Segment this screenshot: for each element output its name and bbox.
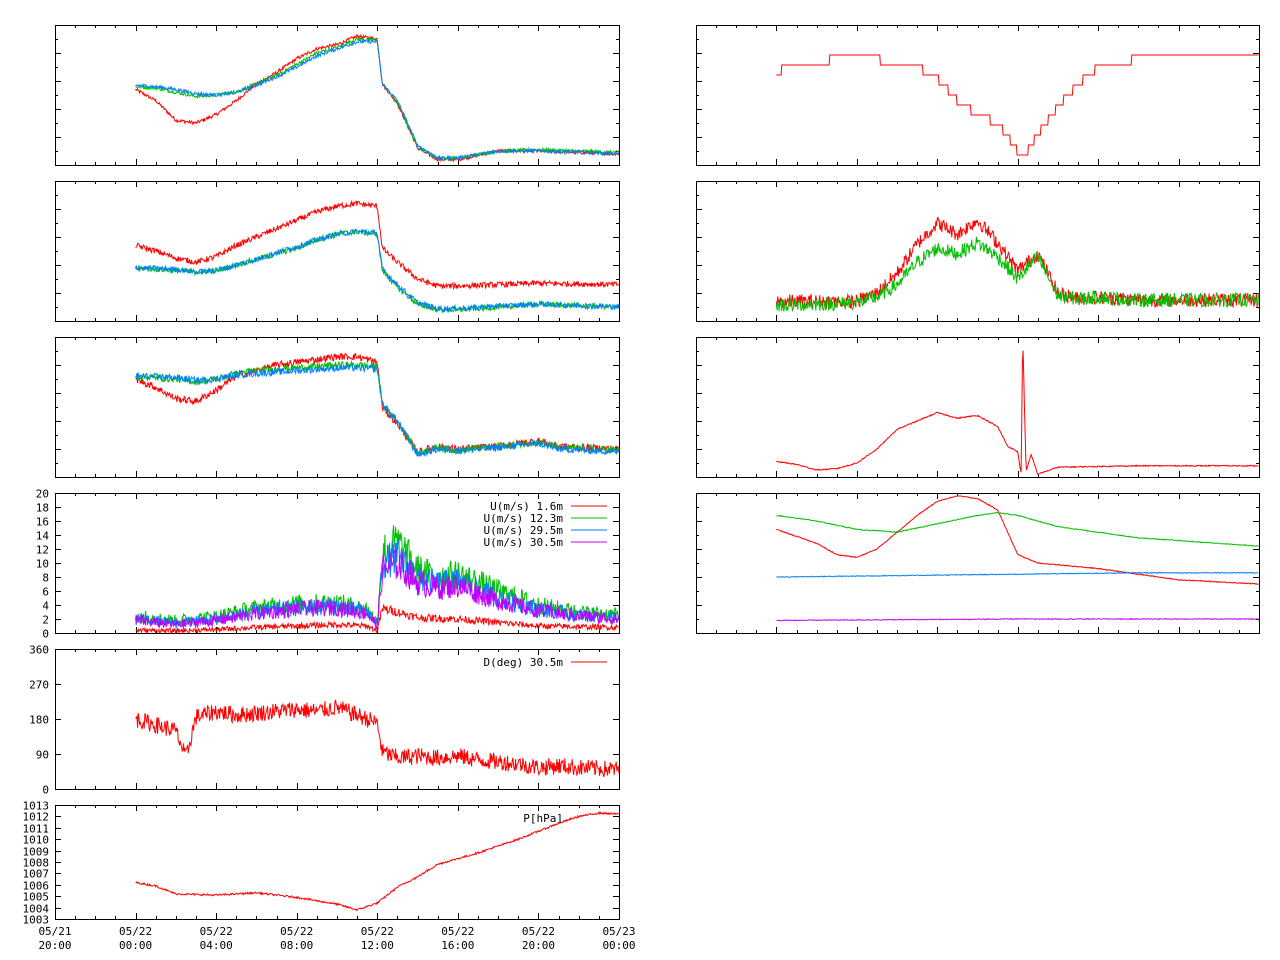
y-tick-label: 0 (42, 784, 49, 797)
series-line-green (776, 511, 1259, 547)
y-tick-label: 10 (36, 558, 49, 571)
y-tick-label: 16 (36, 516, 49, 529)
y-tick-label: 1006 (23, 880, 50, 893)
series-line-green (135, 360, 620, 458)
y-tick-label: 6 (42, 586, 49, 599)
series-line-red (776, 495, 1259, 585)
x-axis-labels: 05/2120:0005/2200:0005/2204:0005/2208:00… (38, 925, 635, 952)
y-tick-label: 360 (29, 644, 49, 657)
series-line-red (135, 33, 620, 163)
y-tick-label: 1003 (23, 914, 50, 927)
legend-label: U(m/s) 30.5m (484, 536, 564, 549)
y-tick-label: 20 (36, 488, 49, 501)
chart-panel-wind-direction: 0 90 180 270 360 D(deg) 30.5m (29, 644, 620, 797)
series-line-blue (135, 538, 620, 629)
legend-label: U(m/s) 1.6m (490, 500, 563, 513)
x-tick-label-date: 05/22 (119, 925, 152, 938)
series-line-purple (135, 547, 620, 630)
chart-panel-right-3 (696, 337, 1260, 478)
y-tick-label: 1007 (23, 868, 50, 881)
y-tick-label: 1004 (23, 903, 50, 916)
x-tick-label-date: 05/21 (38, 925, 71, 938)
y-tick-label: 90 (36, 749, 49, 762)
y-tick-label: 270 (29, 679, 49, 692)
plot-frame (55, 181, 620, 322)
plot-frame (696, 493, 1260, 634)
series-line-red (135, 199, 620, 291)
x-tick-label-time: 12:00 (361, 939, 394, 952)
chart-panel-right-4 (696, 493, 1260, 634)
y-tick-label: 1011 (23, 823, 50, 836)
y-tick-label: 4 (42, 600, 49, 613)
y-tick-label: 1005 (23, 891, 50, 904)
y-tick-label: 8 (42, 572, 49, 585)
x-tick-label-time: 16:00 (441, 939, 474, 952)
y-tick-label: 180 (29, 714, 49, 727)
x-tick-label-date: 05/22 (361, 925, 394, 938)
series-line-red (135, 699, 620, 778)
chart-panel-left-1 (55, 25, 620, 166)
x-tick-label-time: 08:00 (280, 939, 313, 952)
y-tick-label: 0 (42, 628, 49, 641)
series-line-blue (776, 571, 1259, 578)
series-line-purple (776, 617, 1259, 622)
y-tick-label: 12 (36, 544, 49, 557)
legend-label: P[hPa] (523, 812, 563, 825)
x-tick-label-time: 20:00 (38, 939, 71, 952)
series-line-blue (135, 362, 620, 458)
y-tick-label: 1012 (23, 811, 50, 824)
legend-label: U(m/s) 12.3m (484, 512, 564, 525)
x-tick-label-time: 20:00 (522, 939, 555, 952)
series-line-red (135, 352, 620, 455)
series-line-green (135, 36, 619, 162)
chart-panel-left-3 (55, 337, 620, 478)
chart-panel-right-2 (696, 181, 1260, 322)
series-line-red (135, 811, 620, 912)
plot-frame (55, 337, 620, 478)
x-tick-label-date: 05/22 (280, 925, 313, 938)
series-line-blue (135, 228, 620, 313)
y-tick-label: 18 (36, 502, 49, 515)
chart-panel-left-2 (55, 181, 620, 322)
x-tick-label-time: 00:00 (602, 939, 635, 952)
x-tick-label-date: 05/22 (441, 925, 474, 938)
series-line-red (775, 216, 1259, 310)
x-tick-label-date: 05/23 (602, 925, 635, 938)
y-tick-label: 14 (36, 530, 50, 543)
series-line-red (776, 350, 1259, 475)
y-tick-label: 1009 (23, 846, 50, 859)
legend-label: D(deg) 30.5m (484, 656, 564, 669)
series-line-green (775, 236, 1259, 312)
series-line-red (135, 603, 620, 635)
x-tick-label-date: 05/22 (200, 925, 233, 938)
y-tick-label: 1010 (23, 834, 50, 847)
plot-frame (696, 25, 1260, 166)
y-tick-label: 2 (42, 614, 49, 627)
x-tick-label-time: 04:00 (200, 939, 233, 952)
chart-panel-pressure: 1003100410051006100710081009101010111012… (23, 800, 620, 927)
y-tick-label: 1013 (23, 800, 50, 813)
chart-panel-right-1 (696, 25, 1260, 166)
legend-label: U(m/s) 29.5m (484, 524, 564, 537)
x-tick-label-time: 00:00 (119, 939, 152, 952)
series-line-blue (135, 39, 620, 162)
plot-frame (696, 337, 1260, 478)
series-line-red (776, 54, 1259, 156)
y-tick-label: 1008 (23, 857, 50, 870)
x-tick-label-date: 05/22 (522, 925, 555, 938)
